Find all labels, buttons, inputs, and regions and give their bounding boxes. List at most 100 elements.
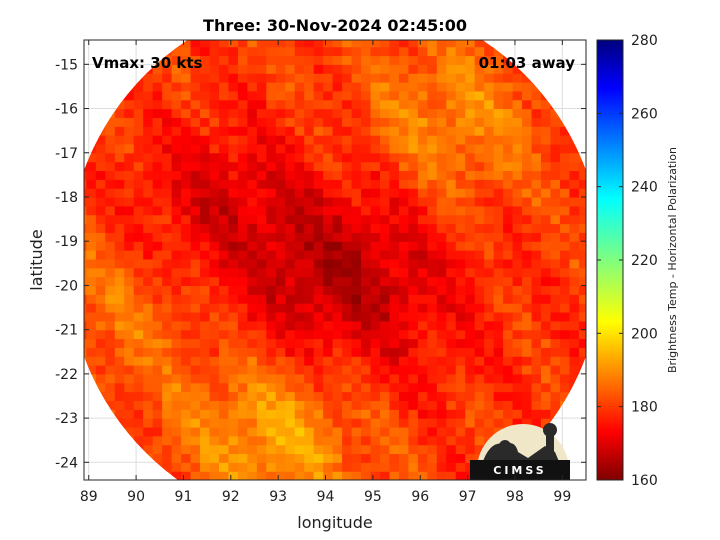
brightness-temp-cell — [162, 179, 173, 189]
brightness-temp-cell — [541, 391, 552, 402]
brightness-temp-cell — [541, 223, 552, 233]
brightness-temp-cell — [531, 117, 542, 127]
brightness-temp-cell — [181, 108, 192, 118]
brightness-temp-cell — [171, 99, 182, 110]
brightness-temp-cell — [465, 161, 476, 172]
brightness-temp-cell — [465, 276, 476, 287]
brightness-temp-cell — [522, 135, 533, 145]
brightness-temp-cell — [67, 338, 77, 347]
brightness-temp-cell — [332, 40, 343, 48]
brightness-temp-cell — [512, 250, 523, 260]
brightness-temp-cell — [304, 152, 315, 163]
brightness-temp-cell — [436, 444, 447, 455]
brightness-temp-cell — [361, 64, 372, 74]
brightness-temp-cell — [323, 365, 334, 375]
brightness-temp-cell — [389, 241, 400, 251]
brightness-temp-cell — [455, 471, 466, 480]
brightness-temp-cell — [171, 400, 182, 410]
brightness-temp-cell — [474, 205, 485, 216]
brightness-temp-cell — [304, 444, 315, 455]
brightness-temp-cell — [417, 135, 428, 145]
brightness-temp-cell — [569, 241, 580, 251]
brightness-temp-cell — [95, 311, 106, 322]
brightness-temp-cell — [218, 471, 230, 480]
brightness-temp-cell — [522, 143, 533, 154]
brightness-temp-cell — [379, 444, 391, 455]
brightness-temp-cell — [285, 311, 296, 322]
brightness-temp-cell — [294, 64, 305, 74]
brightness-temp-cell — [484, 400, 495, 410]
brightness-temp-cell — [218, 356, 230, 366]
brightness-temp-cell — [455, 82, 466, 92]
brightness-temp-cell — [218, 99, 230, 110]
brightness-temp-cell — [522, 294, 533, 304]
brightness-temp-cell — [342, 435, 353, 446]
brightness-temp-cell — [247, 418, 258, 428]
brightness-temp-cell — [133, 373, 144, 384]
brightness-temp-cell — [162, 356, 173, 366]
brightness-temp-cell — [455, 400, 466, 410]
brightness-temp-cell — [332, 303, 343, 313]
brightness-temp-cell — [190, 117, 201, 127]
brightness-temp-cell — [408, 135, 419, 145]
brightness-temp-cell — [351, 82, 362, 92]
brightness-temp-cell — [512, 82, 523, 92]
brightness-temp-cell — [228, 161, 239, 172]
brightness-temp-cell — [503, 303, 514, 313]
brightness-temp-cell — [323, 179, 334, 189]
brightness-temp-cell — [389, 135, 400, 145]
brightness-temp-cell — [493, 179, 504, 189]
brightness-temp-cell — [370, 356, 381, 366]
brightness-temp-cell — [313, 267, 324, 278]
brightness-temp-cell — [275, 365, 286, 375]
brightness-temp-cell — [209, 426, 220, 437]
brightness-temp-cell — [503, 320, 514, 331]
brightness-temp-cell — [522, 179, 533, 189]
brightness-temp-cell — [256, 418, 267, 428]
brightness-temp-cell — [465, 285, 476, 295]
brightness-temp-cell — [550, 267, 561, 278]
brightness-temp-cell — [417, 311, 428, 322]
brightness-temp-cell — [569, 161, 580, 172]
brightness-temp-cell — [342, 382, 353, 393]
brightness-temp-cell — [67, 179, 77, 188]
brightness-temp-cell — [95, 285, 106, 295]
brightness-temp-cell — [427, 356, 438, 366]
brightness-temp-cell — [86, 241, 97, 251]
brightness-temp-cell — [436, 108, 447, 118]
brightness-temp-cell — [190, 391, 201, 402]
brightness-temp-cell — [512, 223, 523, 233]
brightness-temp-cell — [417, 258, 428, 269]
brightness-temp-cell — [228, 356, 239, 366]
brightness-temp-cell — [550, 409, 561, 419]
brightness-temp-cell — [190, 223, 201, 233]
brightness-temp-cell — [474, 214, 485, 225]
brightness-temp-cell — [484, 196, 495, 207]
brightness-temp-cell — [323, 90, 334, 101]
brightness-temp-cell — [484, 73, 495, 83]
brightness-temp-cell — [408, 161, 419, 172]
brightness-temp-cell — [522, 373, 533, 384]
brightness-temp-cell — [247, 241, 258, 251]
brightness-temp-cell — [256, 365, 267, 375]
brightness-temp-cell — [304, 40, 315, 48]
brightness-temp-cell — [408, 126, 419, 136]
brightness-temp-cell — [569, 196, 580, 207]
brightness-temp-cell — [503, 108, 514, 118]
brightness-temp-cell — [228, 205, 239, 216]
brightness-temp-cell — [427, 453, 438, 463]
brightness-temp-cell — [285, 46, 296, 57]
brightness-temp-cell — [436, 40, 447, 48]
brightness-temp-cell — [370, 409, 381, 419]
brightness-temp-cell — [541, 108, 552, 118]
brightness-temp-cell — [541, 311, 552, 322]
brightness-temp-cell — [398, 382, 410, 393]
brightness-temp-cell — [294, 205, 305, 216]
brightness-temp-cell — [266, 462, 277, 472]
brightness-temp-cell — [332, 356, 343, 366]
brightness-temp-cell — [256, 250, 267, 260]
brightness-temp-cell — [569, 320, 580, 331]
brightness-temp-cell — [323, 382, 334, 393]
brightness-temp-cell — [342, 82, 353, 92]
brightness-temp-cell — [86, 294, 97, 304]
